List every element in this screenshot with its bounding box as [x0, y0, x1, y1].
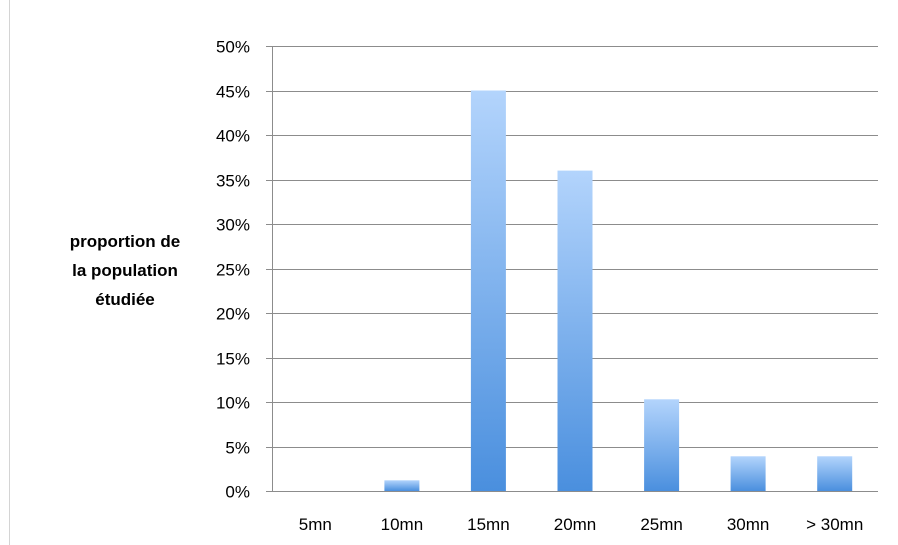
y-tick-label: 5% [225, 439, 250, 458]
y-axis-title-line-1: proportion de [69, 232, 181, 251]
y-axis-title-line-2: la population [72, 261, 178, 280]
y-tick-label: 30% [216, 216, 250, 235]
bar-15mn [470, 90, 506, 491]
y-tick-label: 10% [216, 394, 250, 413]
y-tick-label: 0% [225, 483, 250, 502]
x-tick-label: 25mn [640, 515, 683, 534]
y-axis-title-line-3: étudiée [95, 290, 155, 309]
y-tick-label: 45% [216, 83, 250, 102]
bar-30mn [730, 456, 766, 491]
axes [266, 46, 878, 492]
x-tick-label: 20mn [554, 515, 597, 534]
bar-25mn [644, 399, 680, 491]
y-tick-label: 50% [216, 38, 250, 57]
x-tick-label: 5mn [299, 515, 332, 534]
y-tick-label: 25% [216, 261, 250, 280]
x-tick-label: 15mn [467, 515, 510, 534]
bar-10mn [384, 480, 420, 491]
tick-labels: 0% 5% 10% 15% 20% 25% 30% 35% 40% 45% 50% 5mn 10mn 15… [216, 38, 863, 535]
y-tick-label: 40% [216, 127, 250, 146]
bar-20mn [557, 170, 593, 491]
x-tick-label: 30mn [727, 515, 770, 534]
y-tick-label: 20% [216, 305, 250, 324]
left-border-line [9, 0, 10, 545]
bar-30mn [817, 456, 853, 491]
y-tick-label: 35% [216, 172, 250, 191]
y-tick-label: 15% [216, 350, 250, 369]
bars [384, 90, 853, 491]
x-tick-label: 10mn [381, 515, 424, 534]
x-tick-label: > 30mn [806, 515, 863, 534]
